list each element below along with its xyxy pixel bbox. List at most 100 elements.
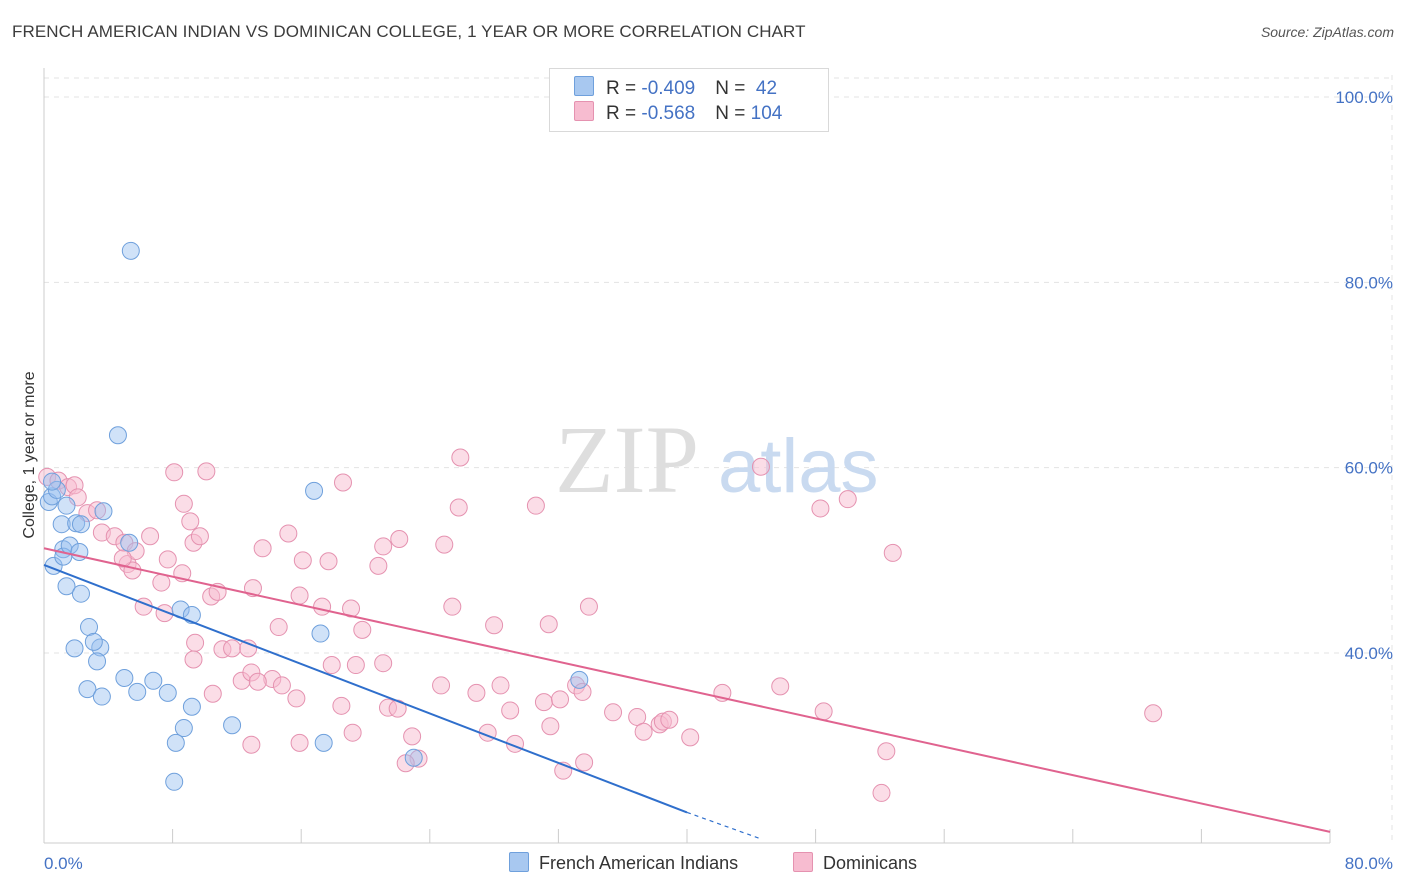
data-point [239, 639, 258, 658]
legend-r-value: -0.568 [641, 103, 696, 124]
data-point [174, 719, 193, 738]
trend-line [43, 564, 688, 814]
data-point [467, 683, 486, 702]
data-point [551, 690, 570, 709]
data-point [223, 716, 242, 735]
data-point [604, 703, 623, 722]
y-tick-label: 60.0% [1345, 459, 1393, 478]
data-point [52, 515, 71, 534]
data-point [269, 618, 288, 637]
data-point [432, 676, 451, 695]
watermark-zip: ZIP [555, 406, 699, 513]
data-point [491, 676, 510, 695]
data-point [78, 680, 97, 699]
data-point [314, 733, 333, 752]
data-point [539, 615, 558, 634]
data-point [144, 671, 163, 690]
data-point [872, 783, 891, 802]
data-point [435, 535, 454, 554]
data-point [57, 577, 76, 596]
data-point [253, 539, 272, 558]
data-point [404, 748, 423, 767]
legend-r-label: R = [606, 103, 642, 124]
data-point [43, 472, 62, 491]
axes: 40.0% 60.0% 80.0% 100.0% 0.0% 80.0% [43, 68, 1393, 873]
data-point [47, 480, 66, 499]
data-point [158, 683, 177, 702]
y-tick-label: 80.0% [1345, 273, 1393, 292]
data-point [342, 599, 361, 618]
data-point [449, 498, 468, 517]
data-point [165, 463, 184, 482]
legend-label: French American Indians [539, 853, 739, 873]
x-tick-label: 80.0% [1345, 854, 1393, 873]
legend-n-label: N = [715, 103, 751, 124]
trend-line [43, 547, 1331, 833]
data-point [71, 515, 90, 534]
data-point [57, 496, 76, 515]
data-point [293, 551, 312, 570]
legend-swatch-blue [509, 852, 529, 872]
data-point [242, 735, 261, 754]
data-point [501, 701, 520, 720]
data-point [332, 696, 351, 715]
data-point [811, 499, 830, 518]
legend-swatch-pink [574, 101, 594, 121]
data-point [660, 710, 679, 729]
data-point [152, 573, 171, 592]
data-point [223, 639, 242, 658]
x-tick-label: 0.0% [44, 854, 83, 873]
data-point [451, 448, 470, 467]
data-point [838, 490, 857, 509]
legend-swatch-pink [793, 852, 813, 872]
legend-label: Dominicans [823, 853, 918, 873]
data-point [343, 723, 362, 742]
data-point [634, 722, 653, 741]
data-point [165, 772, 184, 791]
data-point [115, 669, 134, 688]
legend-r-label: R = [606, 78, 642, 99]
data-point [403, 727, 422, 746]
data-point [374, 537, 393, 556]
y-tick-label: 100.0% [1335, 88, 1393, 107]
data-point [485, 616, 504, 635]
data-point [541, 717, 560, 736]
data-point [305, 481, 324, 500]
data-point [628, 707, 647, 726]
grid-lines [44, 75, 1393, 840]
legend-n-value: 104 [750, 103, 783, 124]
data-point [279, 524, 298, 543]
data-point [181, 512, 200, 531]
data-point [84, 632, 103, 651]
source-label: Source: ZipAtlas.com [1260, 24, 1394, 40]
data-point [570, 670, 589, 689]
data-point [158, 550, 177, 569]
data-point [243, 579, 262, 598]
data-point [113, 549, 132, 568]
data-point [313, 597, 332, 616]
trend-line-extension [686, 811, 760, 839]
data-point [174, 494, 193, 513]
legend-n-value: 42 [750, 78, 778, 99]
data-point [290, 733, 309, 752]
stats-legend: R = -0.409 N = 42 R = -0.568 N = 104 [549, 68, 829, 132]
data-point [166, 733, 185, 752]
data-points [38, 241, 1163, 802]
data-point [771, 677, 790, 696]
data-point [92, 687, 111, 706]
data-point [883, 543, 902, 562]
data-point [353, 620, 372, 639]
bottom-legend-dominicans: Dominicans [793, 852, 917, 874]
legend-r-value: -0.409 [641, 78, 696, 99]
data-point [526, 496, 545, 515]
data-point [71, 584, 90, 603]
legend-row-french-american-indians: R = -0.409 N = 42 [574, 76, 777, 102]
data-point [346, 656, 365, 675]
data-point [182, 697, 201, 716]
data-point [1144, 704, 1163, 723]
data-point [369, 556, 388, 575]
data-point [814, 702, 833, 721]
legend-n-label: N = [715, 78, 751, 99]
data-point [272, 676, 291, 695]
